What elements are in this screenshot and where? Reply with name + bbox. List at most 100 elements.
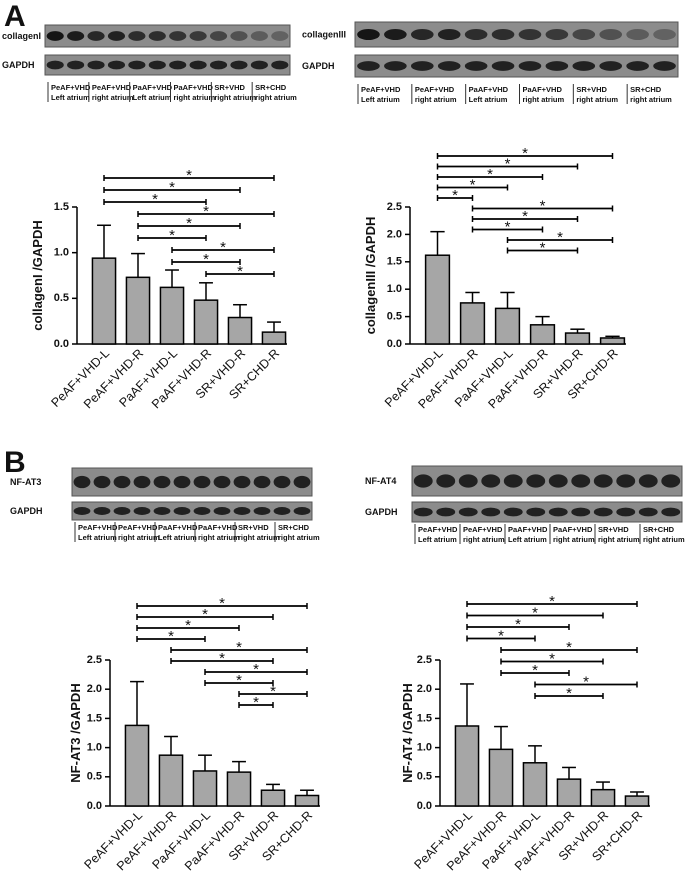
blot-band bbox=[481, 507, 501, 517]
blot-band bbox=[437, 29, 461, 40]
blot-band bbox=[384, 61, 407, 71]
bar bbox=[125, 276, 151, 345]
blot-band bbox=[193, 475, 211, 489]
significance-label: * bbox=[532, 605, 538, 622]
y-tick-label: 1.0 bbox=[417, 742, 432, 754]
blot-band bbox=[572, 61, 596, 71]
blot-band bbox=[271, 31, 289, 41]
blot-band bbox=[209, 60, 228, 70]
bar bbox=[124, 724, 150, 807]
y-axis-label: NF-AT4 /GAPDH bbox=[400, 683, 415, 782]
significance-label: * bbox=[583, 674, 589, 691]
lane-label: PaAF+VHD bbox=[508, 525, 548, 534]
blot-band bbox=[593, 507, 613, 517]
lane-label: PeAF+VHD bbox=[361, 85, 401, 94]
y-tick-label: 0.5 bbox=[54, 292, 69, 304]
lane-sublabel: right atrium bbox=[415, 95, 457, 104]
y-tick-label: 2.5 bbox=[417, 654, 432, 666]
lane-label: PeAF+VHD bbox=[463, 525, 503, 534]
blot-band bbox=[491, 29, 515, 40]
bar bbox=[192, 770, 218, 807]
significance-label: * bbox=[566, 639, 572, 656]
bar bbox=[91, 257, 117, 345]
lane-sublabel: Left atrium bbox=[361, 95, 400, 104]
y-tick-label: 0.5 bbox=[417, 771, 432, 783]
blot-band bbox=[46, 31, 64, 41]
lane-sublabel: right atrium bbox=[630, 95, 672, 104]
y-tick-label: 1.0 bbox=[54, 247, 69, 259]
blot-band bbox=[67, 60, 85, 70]
significance-label: * bbox=[270, 683, 276, 700]
y-tick-label: 1.5 bbox=[417, 712, 432, 724]
significance-label: * bbox=[566, 685, 572, 702]
blot-band bbox=[153, 507, 171, 515]
significance-label: * bbox=[549, 593, 555, 610]
bar bbox=[158, 754, 184, 807]
significance-label: * bbox=[253, 661, 259, 678]
blot-band bbox=[653, 29, 676, 40]
lane-label: SR+CHD bbox=[630, 85, 662, 94]
bar bbox=[624, 795, 650, 807]
blot-band bbox=[638, 507, 658, 517]
lane-label: PaAF+VHD bbox=[469, 85, 509, 94]
blot-band bbox=[481, 474, 501, 488]
blot-band bbox=[661, 507, 681, 517]
blot-band bbox=[410, 61, 434, 71]
significance-label: * bbox=[505, 219, 511, 236]
y-tick-label: 2.0 bbox=[387, 228, 402, 240]
blot-band bbox=[436, 474, 456, 488]
y-axis-label: collagenIII /GAPDH bbox=[363, 217, 378, 335]
blot-band bbox=[128, 31, 146, 41]
blot-band bbox=[357, 29, 380, 40]
bar bbox=[424, 254, 451, 345]
blot-band bbox=[250, 31, 268, 41]
blot-band bbox=[503, 474, 523, 488]
significance-label: * bbox=[186, 215, 192, 232]
blot-band bbox=[73, 475, 91, 489]
blot-label: collagenI bbox=[2, 31, 41, 41]
bar bbox=[226, 771, 252, 807]
blot-label: NF-AT3 bbox=[10, 477, 41, 487]
blot-band bbox=[253, 507, 271, 515]
blot-strip bbox=[44, 24, 291, 48]
lane-sublabel: right atrium bbox=[174, 93, 216, 102]
lane-sublabel: right atrium bbox=[198, 533, 240, 542]
y-tick-label: 2.5 bbox=[87, 654, 102, 666]
blot-band bbox=[491, 61, 515, 71]
bar bbox=[494, 307, 521, 345]
significance-label: * bbox=[532, 662, 538, 679]
x-tick-label: PeAF+VHD-L bbox=[411, 808, 475, 872]
blot-band bbox=[46, 60, 64, 70]
blot-band bbox=[193, 507, 211, 515]
significance-label: * bbox=[169, 179, 175, 196]
blot-band bbox=[545, 61, 569, 71]
blot-band bbox=[548, 507, 568, 517]
lane-sublabel: right atrium bbox=[576, 95, 618, 104]
lane-sublabel: right atrium bbox=[255, 93, 297, 102]
blot-band bbox=[153, 475, 171, 489]
bar bbox=[294, 794, 320, 807]
blot-band bbox=[638, 474, 658, 488]
blot-band bbox=[189, 31, 207, 41]
lane-sublabel: right atrium bbox=[214, 93, 256, 102]
blot-band bbox=[233, 475, 251, 489]
lane-label: SR+CHD bbox=[255, 83, 287, 92]
lane-label: PeAF+VHD bbox=[418, 525, 458, 534]
blot-band bbox=[107, 31, 126, 41]
blot-band bbox=[357, 61, 380, 71]
bar bbox=[261, 331, 287, 345]
significance-label: * bbox=[237, 263, 243, 280]
lane-label: SR+VHD bbox=[214, 83, 245, 92]
lane-sublabel: Left atrium bbox=[51, 93, 90, 102]
blot-band bbox=[503, 507, 523, 517]
lane-sublabel: Left atrium bbox=[158, 533, 197, 542]
blot-band bbox=[93, 507, 111, 515]
y-tick-label: 2.0 bbox=[417, 683, 432, 695]
blot-band bbox=[464, 61, 488, 71]
y-tick-label: 1.5 bbox=[387, 256, 402, 268]
blot-band bbox=[67, 31, 85, 41]
y-tick-label: 1.0 bbox=[87, 742, 102, 754]
blot-band bbox=[436, 507, 456, 517]
significance-label: * bbox=[168, 628, 174, 645]
blot-band bbox=[271, 60, 289, 70]
